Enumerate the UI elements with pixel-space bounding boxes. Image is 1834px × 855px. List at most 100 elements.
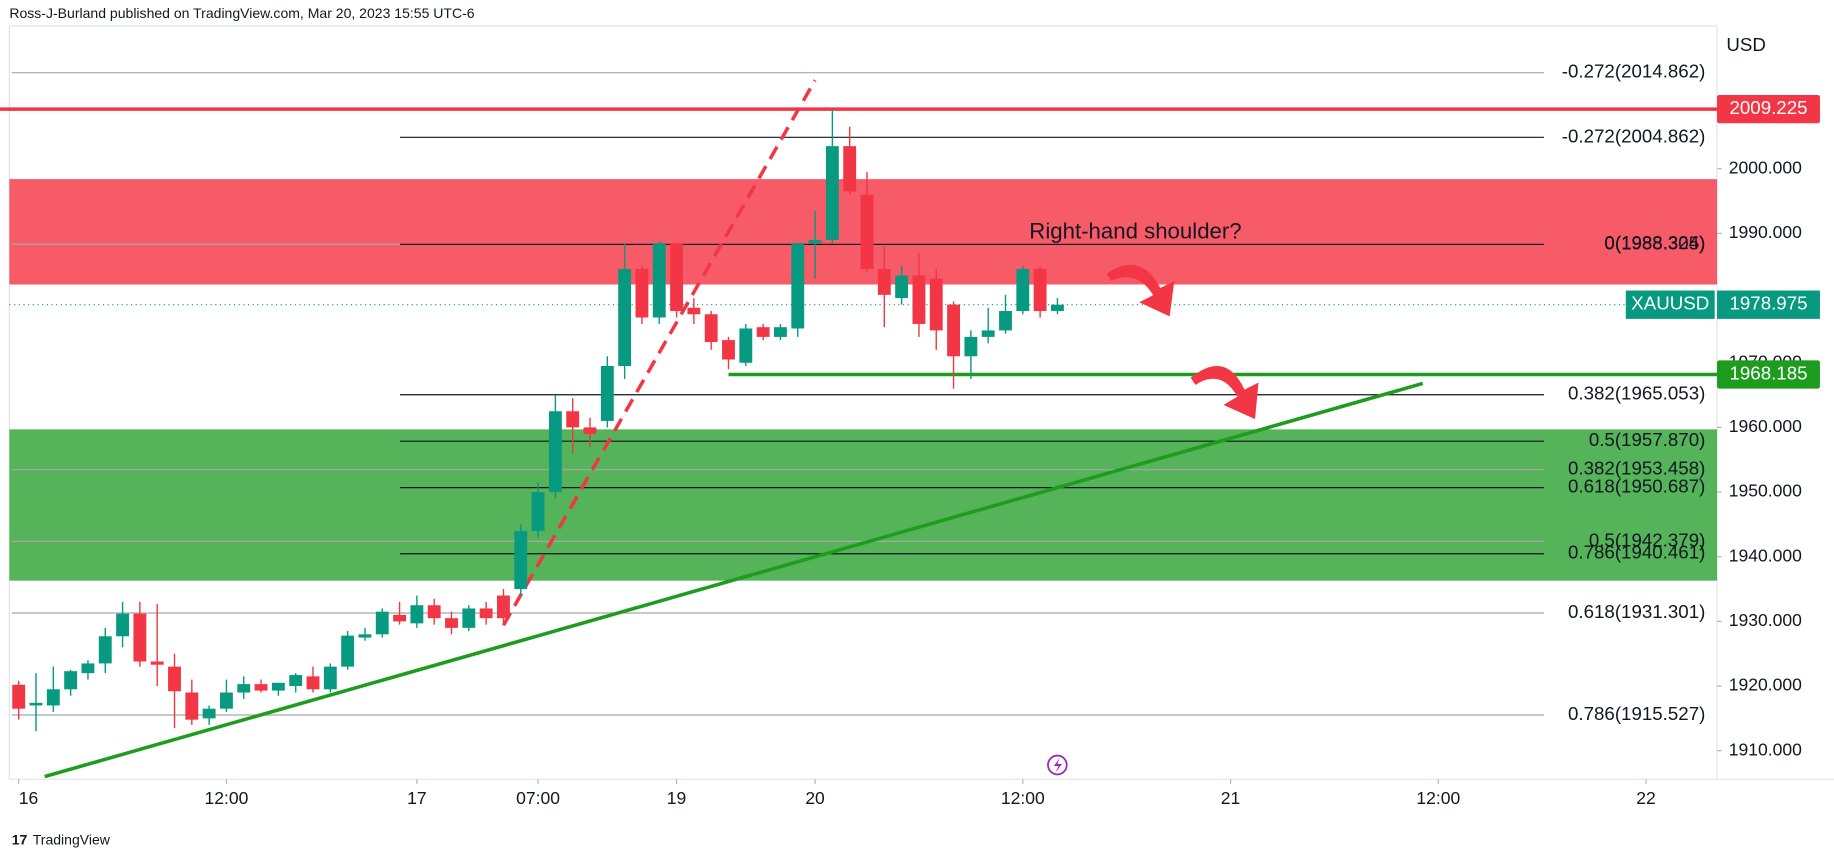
candle-body: [912, 275, 926, 324]
level-label: 1968.185: [1729, 362, 1807, 383]
candle-body: [479, 608, 493, 619]
x-tick-label: 19: [667, 788, 687, 808]
candle-body: [64, 671, 78, 690]
y-tick-label: 1910.000: [1729, 739, 1802, 759]
x-tick-label: 12:00: [205, 788, 249, 808]
candle-body: [185, 692, 199, 720]
candle-body: [150, 661, 164, 665]
event-icon[interactable]: [1047, 754, 1068, 776]
candle-body: [929, 278, 943, 331]
fib-label: 0.382(1953.458): [1568, 458, 1705, 479]
last-label: 1978.975: [1729, 293, 1807, 314]
candle-body: [652, 243, 666, 318]
candle-body: [895, 275, 909, 299]
candle-body: [168, 666, 181, 692]
fib-label: 0(1988.305): [1604, 232, 1705, 253]
fib-label: 0.382(1965.053): [1568, 383, 1705, 404]
candle-body: [98, 636, 112, 664]
candle-body: [410, 605, 424, 624]
candle-body: [964, 336, 978, 357]
event-icon-bolt: [1053, 757, 1063, 774]
candle-body: [635, 268, 649, 318]
candle-body: [722, 340, 735, 360]
candle-body: [531, 492, 545, 531]
x-tick-label: 20: [805, 788, 825, 808]
currency: USD: [1726, 34, 1766, 55]
candle-body: [375, 611, 389, 635]
candle-body: [756, 327, 770, 337]
y-tick-label: 1920.000: [1729, 675, 1802, 695]
candle-body: [46, 689, 60, 706]
x-tick-label: 12:00: [1416, 788, 1460, 808]
candle-body: [808, 239, 822, 244]
candle-body: [497, 595, 510, 619]
candle-body: [704, 314, 718, 343]
candle-body: [393, 614, 407, 622]
candle-body: [1051, 304, 1064, 312]
candle-body: [254, 684, 268, 691]
y-tick-label: 1930.000: [1729, 610, 1802, 630]
candle-body: [1033, 268, 1047, 312]
symbol-label: XAUUSD: [1631, 293, 1709, 314]
x-tick-label: 16: [19, 788, 39, 808]
fib-label: 0.786(1915.527): [1568, 703, 1705, 724]
fib-label: 0.618(1931.301): [1568, 601, 1705, 622]
fib-label: 0.5(1942.379): [1589, 529, 1706, 550]
y-tick-label: 1960.000: [1729, 416, 1802, 436]
candle-body: [981, 330, 995, 337]
last-box: [1717, 290, 1820, 319]
arrow: [1190, 366, 1259, 420]
candle-body: [462, 608, 476, 628]
candle-body: [202, 708, 216, 719]
fib-label: 0.5(1957.870): [1589, 429, 1706, 450]
candle-body: [289, 675, 303, 687]
candle-body: [825, 146, 839, 240]
candle-body: [999, 311, 1012, 331]
trend-line: [501, 79, 817, 627]
fib-label: 0.618(1950.687): [1568, 476, 1705, 497]
candle-body: [133, 613, 147, 662]
candle-body: [271, 682, 285, 691]
candle-body: [1016, 268, 1030, 312]
candle-body: [774, 327, 787, 337]
candle-body: [341, 635, 355, 667]
candle-body: [860, 194, 874, 269]
candle-body: [877, 268, 891, 295]
candle-body: [81, 663, 95, 674]
fib-label: 0(1988.324): [1604, 232, 1705, 253]
level-box: [1717, 94, 1820, 124]
candle-body: [947, 304, 960, 357]
arrow: [1106, 264, 1175, 317]
y-tick-label: 1990.000: [1729, 222, 1802, 242]
header: Ross-J-Burland published on TradingView.…: [9, 5, 474, 21]
candle-body: [687, 307, 701, 315]
x-tick-label: 21: [1221, 788, 1241, 808]
x-tick-label: 12:00: [1001, 788, 1045, 808]
x-tick-label: 17: [407, 788, 427, 808]
candle-body: [237, 684, 251, 693]
candle-body: [116, 613, 130, 637]
candle-body: [445, 618, 458, 628]
footer: TradingView: [33, 831, 111, 847]
fib-label: -0.272(2004.862): [1562, 125, 1706, 146]
candle-body: [358, 634, 372, 638]
candle-body: [514, 530, 528, 590]
logo-mark: 17: [12, 831, 28, 847]
candle-body: [670, 243, 683, 312]
y-tick-label: 2000.000: [1729, 157, 1802, 177]
annotation: Right-hand shoulder?: [1029, 218, 1241, 243]
candle-body: [220, 692, 233, 709]
candle-body: [566, 411, 580, 428]
candle-body: [618, 268, 632, 366]
level-box: [1717, 360, 1820, 389]
zone: [9, 429, 1718, 581]
candle-body: [791, 243, 805, 329]
trend-line: [44, 381, 1424, 779]
candle-body: [306, 676, 320, 690]
candle-body: [548, 411, 562, 493]
candle-body: [600, 365, 614, 421]
symbol-box: [1625, 290, 1715, 319]
candle-body: [739, 328, 753, 363]
y-tick-label: 1940.000: [1729, 545, 1802, 565]
